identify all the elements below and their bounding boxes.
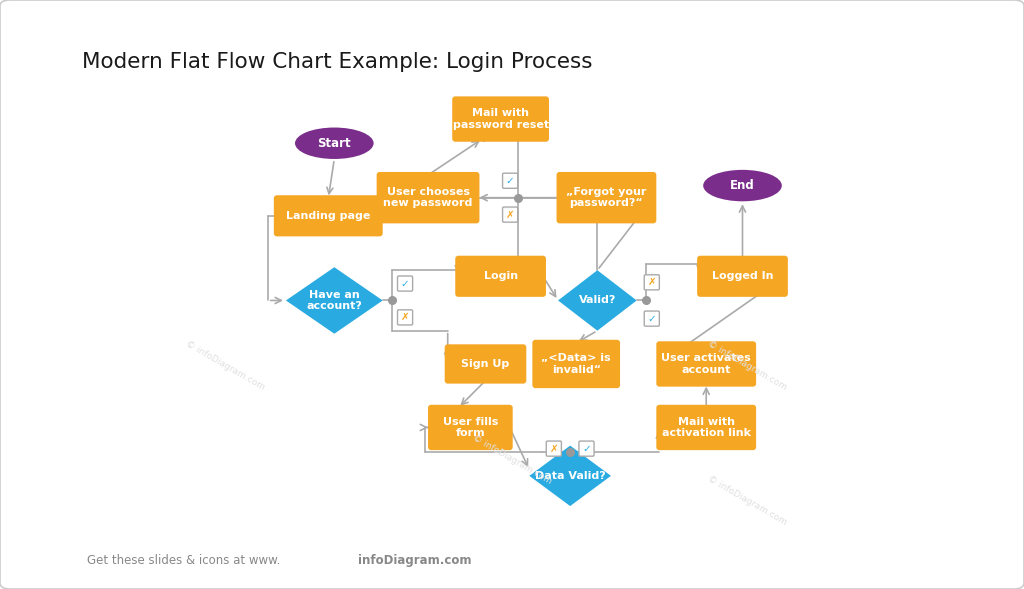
Text: Sign Up: Sign Up [462,359,510,369]
Ellipse shape [703,170,781,201]
FancyBboxPatch shape [546,441,561,456]
FancyBboxPatch shape [656,405,756,450]
Text: Mail with
activation link: Mail with activation link [662,416,751,438]
Text: © infoDiagram.com: © infoDiagram.com [471,433,553,486]
FancyBboxPatch shape [444,345,526,383]
Text: Valid?: Valid? [579,296,616,306]
FancyBboxPatch shape [697,256,787,297]
Polygon shape [286,267,383,334]
Text: © infoDiagram.com: © infoDiagram.com [184,339,266,392]
FancyBboxPatch shape [644,311,659,326]
FancyBboxPatch shape [428,405,513,450]
FancyBboxPatch shape [503,207,518,222]
Text: © infoDiagram.com: © infoDiagram.com [707,339,788,392]
Text: ✗: ✗ [400,312,410,322]
FancyBboxPatch shape [397,310,413,325]
FancyBboxPatch shape [456,256,546,297]
Text: Start: Start [317,137,351,150]
Text: ✗: ✗ [550,444,558,454]
Text: User fills
form: User fills form [442,416,498,438]
Text: End: End [730,179,755,192]
Text: infoDiagram.com: infoDiagram.com [358,554,472,567]
Text: Have an
account?: Have an account? [306,290,362,311]
Text: User chooses
new password: User chooses new password [383,187,473,209]
Text: Modern Flat Flow Chart Example: Login Process: Modern Flat Flow Chart Example: Login Pr… [82,52,593,72]
Text: „<Data> is
invalid“: „<Data> is invalid“ [542,353,611,375]
Text: Landing page: Landing page [286,211,371,221]
Text: Login: Login [483,272,518,282]
Text: „Forgot your
password?“: „Forgot your password?“ [566,187,646,209]
Ellipse shape [295,128,374,159]
FancyBboxPatch shape [656,341,756,386]
Text: ✓: ✓ [582,444,591,454]
Polygon shape [529,446,611,506]
Text: ✓: ✓ [400,279,410,289]
Text: Get these slides & icons at www.: Get these slides & icons at www. [87,554,281,567]
Text: Logged In: Logged In [712,272,773,282]
Text: ✗: ✗ [647,277,656,287]
Polygon shape [558,270,637,330]
FancyBboxPatch shape [453,97,549,142]
Text: © infoDiagram.com: © infoDiagram.com [707,474,788,527]
FancyBboxPatch shape [503,173,518,188]
FancyBboxPatch shape [273,195,383,236]
Text: Data Valid?: Data Valid? [535,471,605,481]
Text: ✓: ✓ [647,313,656,323]
Text: ✓: ✓ [506,176,514,186]
Text: ✗: ✗ [506,210,514,220]
FancyBboxPatch shape [377,172,479,223]
FancyBboxPatch shape [397,276,413,291]
FancyBboxPatch shape [532,340,621,388]
FancyBboxPatch shape [579,441,594,456]
FancyBboxPatch shape [557,172,656,223]
Text: Mail with
password reset: Mail with password reset [453,108,549,130]
Text: User activates
account: User activates account [662,353,751,375]
FancyBboxPatch shape [644,274,659,290]
